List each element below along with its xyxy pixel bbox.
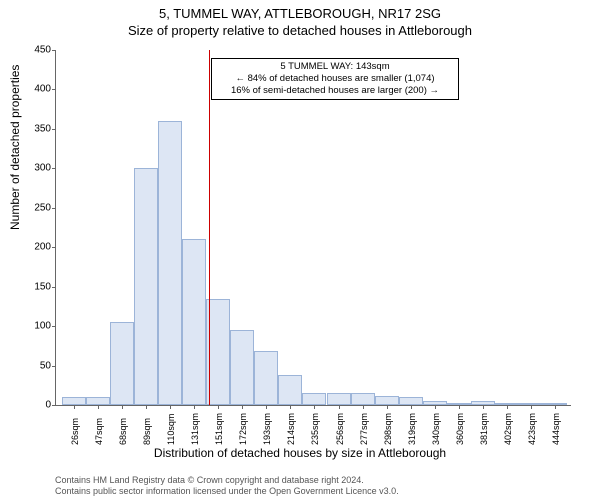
y-tick-label: 200 — [16, 242, 51, 253]
x-tick-mark — [387, 405, 388, 409]
footer-line-1: Contains HM Land Registry data © Crown c… — [55, 475, 399, 487]
title-line-1: 5, TUMMEL WAY, ATTLEBOROUGH, NR17 2SG — [0, 6, 600, 23]
x-tick-mark — [266, 405, 267, 409]
x-tick-mark — [170, 405, 171, 409]
footer-line-2: Contains public sector information licen… — [55, 486, 399, 498]
y-tick-mark — [52, 326, 56, 327]
x-tick-label: 131sqm — [190, 413, 200, 445]
y-tick-label: 100 — [16, 321, 51, 332]
histogram-bar — [375, 396, 399, 405]
x-tick-label: 89sqm — [142, 418, 152, 445]
annotation-box: 5 TUMMEL WAY: 143sqm ← 84% of detached h… — [211, 58, 459, 100]
y-tick-label: 150 — [16, 281, 51, 292]
x-tick-label: 256sqm — [335, 413, 345, 445]
x-tick-mark — [290, 405, 291, 409]
y-tick-mark — [52, 247, 56, 248]
x-tick-mark — [218, 405, 219, 409]
x-tick-label: 298sqm — [383, 413, 393, 445]
x-tick-mark — [411, 405, 412, 409]
x-tick-label: 381sqm — [479, 413, 489, 445]
y-tick-label: 350 — [16, 123, 51, 134]
plot-area: 5 TUMMEL WAY: 143sqm ← 84% of detached h… — [55, 50, 571, 406]
x-tick-label: 68sqm — [118, 418, 128, 445]
x-tick-mark — [531, 405, 532, 409]
x-tick-label: 151sqm — [214, 413, 224, 445]
histogram-bar — [206, 299, 230, 406]
y-tick-label: 450 — [16, 45, 51, 56]
x-tick-label: 444sqm — [551, 413, 561, 445]
x-tick-label: 277sqm — [359, 413, 369, 445]
reference-line — [209, 50, 210, 405]
x-tick-mark — [146, 405, 147, 409]
histogram-bar — [62, 397, 86, 405]
chart-container: 5, TUMMEL WAY, ATTLEBOROUGH, NR17 2SG Si… — [0, 0, 600, 500]
histogram-bar — [254, 351, 278, 405]
x-tick-mark — [363, 405, 364, 409]
x-tick-mark — [98, 405, 99, 409]
x-tick-mark — [314, 405, 315, 409]
y-tick-label: 300 — [16, 163, 51, 174]
chart-title: 5, TUMMEL WAY, ATTLEBOROUGH, NR17 2SG Si… — [0, 0, 600, 40]
x-tick-label: 47sqm — [94, 418, 104, 445]
title-line-2: Size of property relative to detached ho… — [0, 23, 600, 40]
histogram-bar — [399, 397, 423, 405]
y-tick-mark — [52, 168, 56, 169]
x-tick-mark — [507, 405, 508, 409]
x-tick-label: 340sqm — [431, 413, 441, 445]
y-tick-mark — [52, 405, 56, 406]
x-tick-label: 319sqm — [407, 413, 417, 445]
x-tick-mark — [242, 405, 243, 409]
y-tick-mark — [52, 89, 56, 90]
y-tick-mark — [52, 287, 56, 288]
x-tick-label: 402sqm — [503, 413, 513, 445]
histogram-bar — [278, 375, 302, 405]
annotation-line-3: 16% of semi-detached houses are larger (… — [216, 85, 454, 97]
x-axis-label: Distribution of detached houses by size … — [0, 446, 600, 460]
x-tick-label: 26sqm — [70, 418, 80, 445]
x-tick-label: 235sqm — [310, 413, 320, 445]
histogram-bar — [158, 121, 182, 405]
y-tick-label: 50 — [16, 360, 51, 371]
y-tick-label: 0 — [16, 400, 51, 411]
y-tick-mark — [52, 366, 56, 367]
x-tick-label: 423sqm — [527, 413, 537, 445]
x-tick-mark — [74, 405, 75, 409]
histogram-bar — [134, 168, 158, 405]
x-tick-mark — [459, 405, 460, 409]
x-tick-label: 214sqm — [286, 413, 296, 445]
histogram-bar — [86, 397, 110, 405]
histogram-bar — [302, 393, 326, 405]
x-tick-mark — [339, 405, 340, 409]
x-tick-mark — [194, 405, 195, 409]
x-tick-label: 172sqm — [238, 413, 248, 445]
y-tick-label: 400 — [16, 84, 51, 95]
x-tick-label: 360sqm — [455, 413, 465, 445]
x-tick-mark — [483, 405, 484, 409]
x-tick-mark — [555, 405, 556, 409]
footer-attribution: Contains HM Land Registry data © Crown c… — [55, 475, 399, 498]
y-tick-mark — [52, 208, 56, 209]
x-tick-mark — [122, 405, 123, 409]
y-tick-label: 250 — [16, 202, 51, 213]
x-tick-label: 193sqm — [262, 413, 272, 445]
histogram-bar — [230, 330, 254, 405]
x-tick-label: 110sqm — [166, 414, 176, 445]
x-tick-mark — [435, 405, 436, 409]
annotation-line-2: ← 84% of detached houses are smaller (1,… — [216, 73, 454, 85]
y-tick-mark — [52, 50, 56, 51]
histogram-bar — [351, 393, 375, 405]
annotation-line-1: 5 TUMMEL WAY: 143sqm — [216, 61, 454, 73]
histogram-bar — [327, 393, 351, 405]
histogram-bar — [110, 322, 134, 405]
y-tick-mark — [52, 129, 56, 130]
histogram-bar — [182, 239, 206, 405]
